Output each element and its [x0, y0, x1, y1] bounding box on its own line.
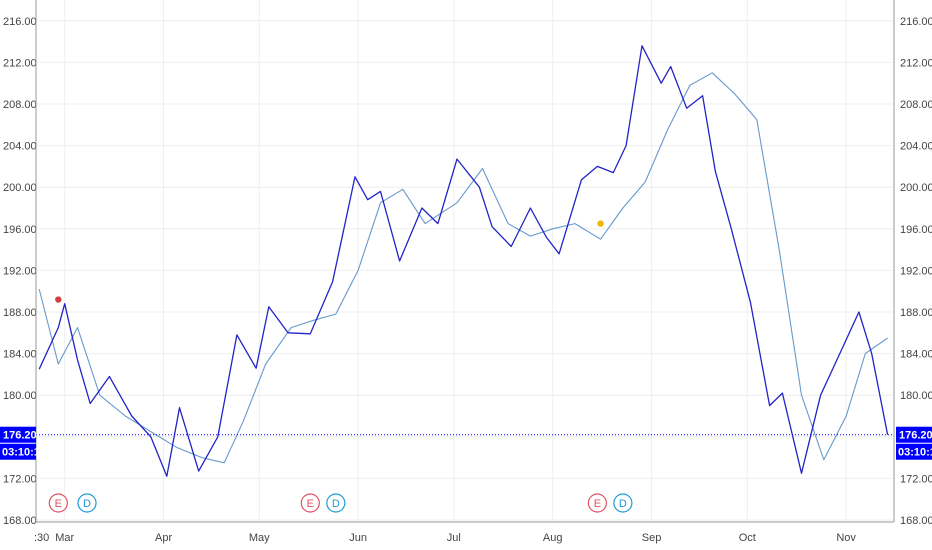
y-tick-label-left: 192.00	[3, 265, 37, 277]
y-tick-label-left: 184.00	[3, 349, 37, 361]
y-tick-label-left: 168.00	[3, 515, 37, 527]
x-tick-label: Aug	[543, 532, 563, 544]
y-tick-label-right: 200.00	[900, 182, 932, 194]
marker-label: E	[55, 498, 62, 510]
x-axis: :30 Mar Apr May Jun Jul Aug Sep Oct Nov	[34, 0, 895, 544]
y-tick-label-right: 196.00	[900, 224, 932, 236]
y-tick-label-left: 212.00	[3, 57, 37, 69]
earnings-marker[interactable]: E	[587, 493, 607, 513]
x-tick-label: Mar	[55, 532, 74, 544]
marker-label: E	[307, 498, 314, 510]
marker-circle	[613, 493, 633, 513]
x-tick-label: Jun	[349, 532, 367, 544]
series-lines	[38, 45, 889, 477]
y-tick-label-right: 192.00	[900, 265, 932, 277]
earnings-marker[interactable]: E	[300, 493, 320, 513]
countdown-badge-right	[896, 443, 932, 460]
last-price-badge-left	[0, 426, 36, 443]
grid	[35, 0, 894, 522]
y-tick-label-right: 216.00	[900, 16, 932, 28]
last-price-badge-right	[896, 426, 932, 443]
y-tick-label-right: 172.00	[900, 473, 932, 485]
countdown-badge-left	[0, 443, 36, 460]
price-line	[38, 45, 889, 477]
x-tick-label: Nov	[836, 532, 856, 544]
y-tick-label-right: 212.00	[900, 57, 932, 69]
marker-circle	[326, 493, 346, 513]
last-price: 176.20 03:10:15 176.20 03:10:15	[0, 426, 932, 460]
earnings-marker[interactable]: E	[48, 493, 68, 513]
y-tick-label-left: 200.00	[3, 182, 37, 194]
marker-circle	[48, 493, 68, 513]
x-tick-label: :30	[34, 532, 49, 544]
y-axis-left: 168.00172.00176.00180.00184.00188.00192.…	[3, 16, 37, 527]
y-tick-label-left: 208.00	[3, 99, 37, 111]
marker-label: D	[619, 498, 627, 510]
y-tick-label-right: 208.00	[900, 99, 932, 111]
y-tick-label-right: 204.00	[900, 141, 932, 153]
signal-dot	[597, 220, 604, 227]
y-tick-label-left: 204.00	[3, 141, 37, 153]
dividend-marker[interactable]: D	[77, 493, 97, 513]
marker-label: D	[83, 498, 91, 510]
y-tick-label-right: 184.00	[900, 349, 932, 361]
marker-label: E	[594, 498, 601, 510]
countdown-label-right: 03:10:15	[898, 447, 932, 459]
x-tick-label: Jul	[447, 532, 461, 544]
y-tick-label-right: 180.00	[900, 390, 932, 402]
y-tick-label-left: 188.00	[3, 307, 37, 319]
countdown-label-left: 03:10:15	[2, 447, 46, 459]
dividend-marker[interactable]: D	[613, 493, 633, 513]
x-tick-label: Oct	[739, 532, 756, 544]
x-tick-label: Apr	[155, 532, 172, 544]
y-tick-label-left: 172.00	[3, 473, 37, 485]
y-tick-label-right: 168.00	[900, 515, 932, 527]
y-tick-label-left: 180.00	[3, 390, 37, 402]
y-tick-label-right: 188.00	[900, 307, 932, 319]
moving-average-line	[38, 72, 888, 464]
x-tick-label: Sep	[642, 532, 662, 544]
last-price-label-right: 176.20	[899, 430, 932, 442]
dividend-marker[interactable]: D	[326, 493, 346, 513]
x-tick-label: May	[249, 532, 270, 544]
last-price-label-left: 176.20	[3, 430, 37, 442]
marker-label: D	[332, 498, 340, 510]
signal-dot	[55, 296, 62, 303]
marker-circle	[77, 493, 97, 513]
y-tick-label-left: 216.00	[3, 16, 37, 28]
marker-circle	[300, 493, 320, 513]
y-tick-label-left: 196.00	[3, 224, 37, 236]
marker-circle	[587, 493, 607, 513]
